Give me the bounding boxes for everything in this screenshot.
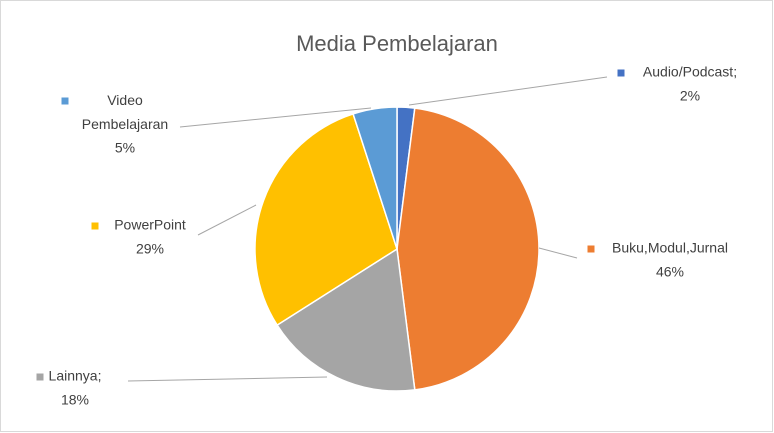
value-label: 29%: [136, 241, 164, 257]
label-marker: [617, 69, 625, 77]
label-marker: [36, 373, 44, 381]
value-label: 18%: [61, 392, 89, 408]
leader-line: [179, 107, 372, 128]
category-label: PowerPoint: [114, 217, 186, 233]
pie-slice: [396, 107, 540, 391]
label-marker: [91, 222, 99, 230]
leader-line: [408, 76, 608, 106]
leader-line: [127, 376, 328, 382]
leader-line: [538, 247, 578, 259]
category-label: Video Pembelajaran: [82, 92, 168, 132]
label-marker: [587, 245, 595, 253]
value-label: 2%: [680, 88, 700, 104]
value-label: 46%: [656, 264, 684, 280]
value-label: 5%: [115, 140, 135, 156]
label-marker: [61, 97, 69, 105]
category-label: Audio/Podcast;: [643, 64, 737, 80]
leader-line: [197, 204, 257, 236]
chart-title: Media Pembelajaran: [296, 31, 498, 56]
category-label: Lainnya;: [49, 368, 102, 384]
pie-slice: [276, 247, 416, 392]
pie-slice: [254, 113, 398, 327]
pie-slice: [352, 106, 398, 250]
category-label: Buku,Modul,Jurnal: [612, 240, 728, 256]
